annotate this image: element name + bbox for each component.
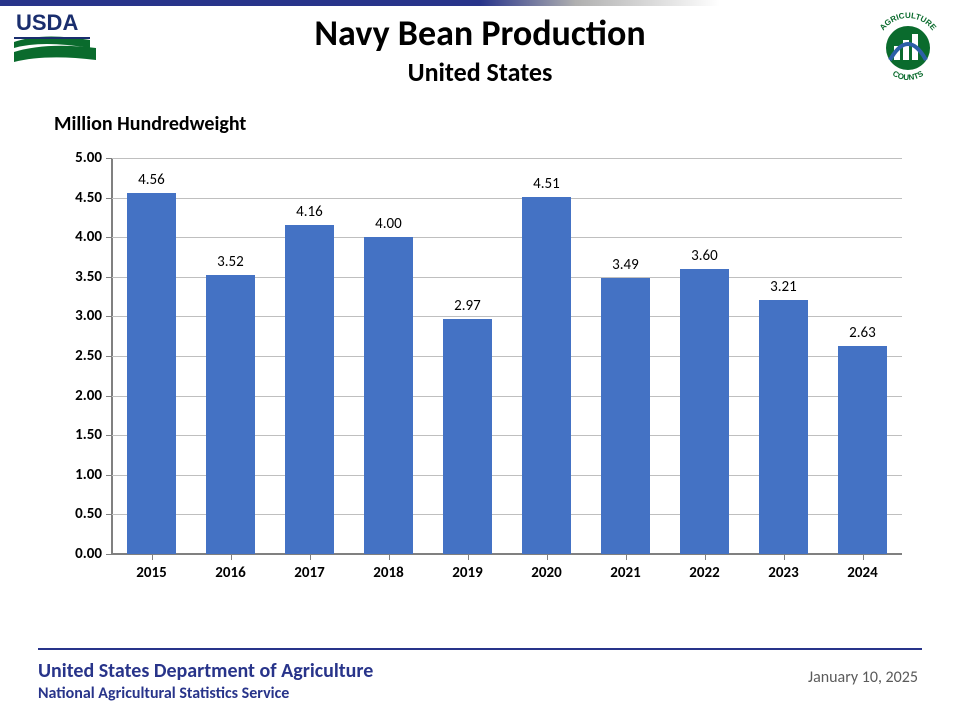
- footer-dept: United States Department of Agriculture: [38, 660, 373, 682]
- x-tick-label: 2017: [285, 564, 334, 582]
- y-tick-mark: [106, 237, 112, 238]
- bar-value-label: 3.60: [680, 247, 729, 265]
- x-tick-label: 2021: [601, 564, 650, 582]
- title-block: Navy Bean Production United States: [0, 14, 960, 88]
- y-tick-mark: [106, 514, 112, 515]
- page: USDA AGRICULTURE COUNTS Navy Bean P: [0, 0, 960, 720]
- y-tick-mark: [106, 475, 112, 476]
- bar: 4.51: [522, 197, 571, 554]
- x-tick-mark: [705, 554, 706, 560]
- x-tick-label: 2023: [759, 564, 808, 582]
- y-tick-label: 2.00: [75, 387, 102, 405]
- bar-value-label: 3.49: [601, 256, 650, 274]
- x-tick-mark: [468, 554, 469, 560]
- footer: United States Department of Agriculture …: [0, 648, 960, 720]
- bar-value-label: 3.21: [759, 278, 808, 296]
- x-tick-label: 2018: [364, 564, 413, 582]
- bar-value-label: 4.16: [285, 203, 334, 221]
- bar-value-label: 4.51: [522, 175, 571, 193]
- y-tick-label: 2.50: [75, 347, 102, 365]
- y-tick-mark: [106, 396, 112, 397]
- y-tick-label: 0.50: [75, 505, 102, 523]
- top-stripe: [0, 0, 960, 6]
- y-tick-label: 5.00: [75, 149, 102, 167]
- chart-subtitle: United States: [0, 56, 960, 88]
- bar-value-label: 4.00: [364, 215, 413, 233]
- y-tick-mark: [106, 316, 112, 317]
- y-tick-label: 4.50: [75, 189, 102, 207]
- bar: 3.21: [759, 300, 808, 554]
- bar: 4.16: [285, 225, 334, 554]
- y-tick-mark: [106, 198, 112, 199]
- x-tick-mark: [784, 554, 785, 560]
- bar: 4.56: [127, 193, 176, 554]
- bar-value-label: 4.56: [127, 171, 176, 189]
- footer-service: National Agricultural Statistics Service: [38, 684, 373, 703]
- bar: 4.00: [364, 237, 413, 554]
- y-tick-label: 1.00: [75, 466, 102, 484]
- x-tick-mark: [389, 554, 390, 560]
- footer-text: United States Department of Agriculture …: [38, 660, 373, 703]
- x-tick-mark: [231, 554, 232, 560]
- x-tick-mark: [152, 554, 153, 560]
- y-tick-label: 1.50: [75, 426, 102, 444]
- y-tick-label: 4.00: [75, 228, 102, 246]
- bar-value-label: 2.63: [838, 324, 887, 342]
- x-tick-label: 2015: [127, 564, 176, 582]
- gridline: [112, 198, 902, 199]
- x-tick-mark: [547, 554, 548, 560]
- gridline: [112, 158, 902, 159]
- bar-value-label: 2.97: [443, 297, 492, 315]
- bar: 3.49: [601, 278, 650, 554]
- bar: 2.97: [443, 319, 492, 554]
- footer-date: January 10, 2025: [808, 668, 918, 687]
- bar: 3.52: [206, 275, 255, 554]
- gridline: [112, 237, 902, 238]
- x-tick-label: 2019: [443, 564, 492, 582]
- plot-area: 0.000.501.001.502.002.503.003.504.004.50…: [112, 158, 902, 554]
- y-tick-label: 3.00: [75, 307, 102, 325]
- x-tick-mark: [863, 554, 864, 560]
- y-tick-label: 0.00: [75, 545, 102, 563]
- y-tick-mark: [106, 277, 112, 278]
- bar: 3.60: [680, 269, 729, 554]
- footer-divider: [38, 648, 922, 650]
- y-tick-mark: [106, 356, 112, 357]
- x-tick-label: 2020: [522, 564, 571, 582]
- y-tick-mark: [106, 435, 112, 436]
- y-axis-label: Million Hundredweight: [54, 112, 246, 136]
- x-tick-label: 2016: [206, 564, 255, 582]
- bar-value-label: 3.52: [206, 253, 255, 271]
- x-tick-label: 2022: [680, 564, 729, 582]
- y-tick-mark: [106, 554, 112, 555]
- y-tick-mark: [106, 158, 112, 159]
- y-tick-label: 3.50: [75, 268, 102, 286]
- bar: 2.63: [838, 346, 887, 554]
- chart-title: Navy Bean Production: [0, 14, 960, 54]
- x-tick-mark: [310, 554, 311, 560]
- chart: 0.00 0.50 1.00 1.50 2.00 2.50 3.00 3.50 4.00 4.50…: [54, 148, 914, 588]
- x-tick-label: 2024: [838, 564, 887, 582]
- x-tick-mark: [626, 554, 627, 560]
